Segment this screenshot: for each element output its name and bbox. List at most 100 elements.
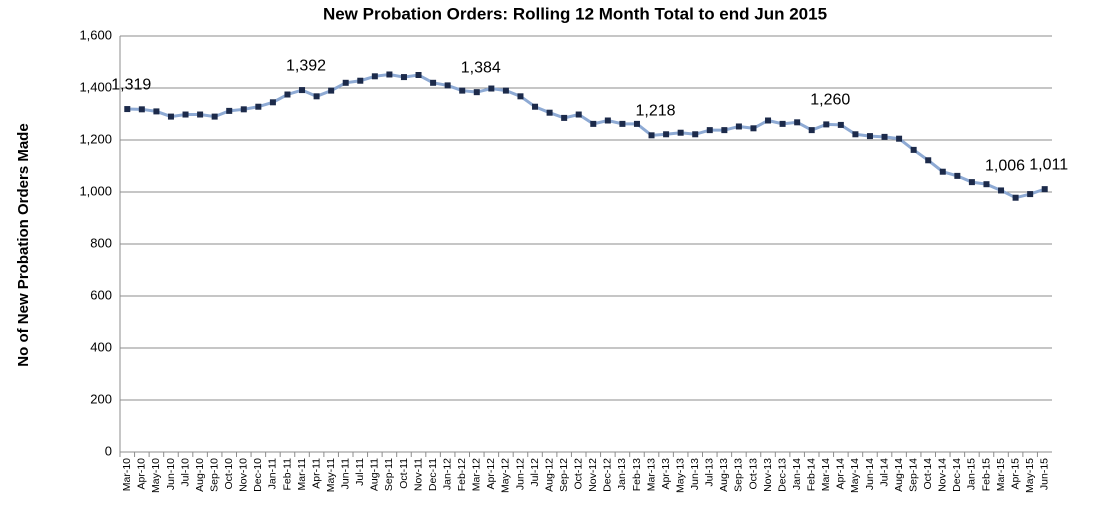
- x-tick-label: Nov-12: [587, 458, 599, 492]
- x-tick-label: Feb-13: [631, 458, 643, 491]
- x-tick-label: Oct-14: [922, 458, 934, 490]
- y-tick-label: 600: [90, 287, 112, 302]
- y-tick-label: 1,600: [79, 27, 112, 42]
- x-tick-label: Dec-13: [776, 458, 788, 492]
- x-tick-label: Jun-11: [340, 458, 352, 489]
- x-tick-label: May-15: [1024, 458, 1036, 493]
- point-marker: [1027, 191, 1034, 198]
- point-marker: [808, 127, 815, 134]
- point-marker: [473, 89, 480, 96]
- x-tick-label: Aug-14: [893, 458, 905, 492]
- x-tick-label: Apr-12: [485, 458, 497, 490]
- x-tick-label: Jul-10: [179, 458, 191, 487]
- x-tick-label: Mar-12: [471, 458, 483, 491]
- x-tick-label: Oct-10: [223, 458, 235, 490]
- data-label: 1,260: [810, 92, 850, 109]
- x-tick-label: Sep-14: [907, 458, 919, 492]
- x-tick-label: Jun-14: [864, 458, 876, 490]
- x-tick-label: Mar-14: [820, 458, 832, 491]
- x-tick-label: Nov-10: [238, 458, 250, 492]
- x-tick-label: Jun-10: [165, 458, 177, 490]
- point-marker: [269, 99, 276, 106]
- x-tick-label: May-12: [500, 458, 512, 493]
- point-marker: [837, 121, 844, 128]
- point-marker: [502, 87, 509, 94]
- point-marker: [313, 93, 320, 100]
- point-marker: [517, 93, 524, 100]
- point-marker: [226, 107, 233, 114]
- x-tick-label: Mar-10: [121, 458, 133, 491]
- x-tick-label: Jul-13: [704, 458, 716, 487]
- x-tick-label: Mar-15: [995, 458, 1007, 491]
- point-marker: [1041, 186, 1048, 193]
- x-tick-label: Feb-11: [281, 458, 293, 491]
- x-tick-label: Jul-14: [878, 458, 890, 487]
- point-marker: [954, 172, 961, 179]
- x-tick-label: Sep-10: [208, 458, 220, 492]
- point-marker: [619, 120, 626, 127]
- point-marker: [823, 121, 830, 128]
- x-tick-label: Mar-11: [296, 458, 308, 491]
- x-tick-label: May-13: [674, 458, 686, 493]
- x-tick-label: Aug-12: [543, 458, 555, 492]
- data-label: 1,319: [111, 76, 151, 93]
- x-tick-label: Mar-13: [645, 458, 657, 491]
- x-tick-label: Jul-11: [354, 458, 366, 486]
- x-tick-label: Apr-13: [660, 458, 672, 490]
- x-tick-label: Oct-13: [747, 458, 759, 490]
- point-marker: [546, 109, 553, 116]
- x-tick-label: Aug-10: [194, 458, 206, 492]
- point-marker: [925, 157, 932, 164]
- x-tick-label: Feb-15: [980, 458, 992, 491]
- point-marker: [255, 103, 262, 110]
- x-tick-label: Apr-10: [136, 458, 148, 490]
- x-tick-label: Jun-13: [689, 458, 701, 490]
- point-marker: [866, 133, 873, 140]
- x-tick-label: Sep-11: [383, 458, 395, 491]
- x-tick-label: Dec-10: [252, 458, 264, 492]
- point-marker: [240, 106, 247, 113]
- point-marker: [138, 106, 145, 113]
- point-marker: [575, 111, 582, 118]
- point-marker: [357, 77, 364, 84]
- point-marker: [532, 103, 539, 110]
- point-marker: [488, 85, 495, 92]
- x-tick-label: Jan-13: [616, 458, 628, 490]
- x-tick-label: Nov-11: [412, 458, 424, 491]
- y-tick-label: 1,400: [79, 79, 112, 94]
- data-label: 1,006: [985, 158, 1025, 175]
- point-marker: [299, 87, 306, 94]
- point-marker: [415, 72, 422, 78]
- point-marker: [794, 119, 801, 126]
- x-tick-label: Jun-15: [1039, 458, 1051, 490]
- x-tick-label: Jun-12: [514, 458, 526, 490]
- data-label: 1,011: [1029, 156, 1068, 173]
- point-marker: [750, 125, 757, 132]
- x-tick-label: Jan-15: [966, 458, 978, 490]
- y-tick-label: 1,200: [79, 131, 112, 146]
- x-tick-label: Sep-13: [733, 458, 745, 492]
- point-marker: [342, 79, 349, 86]
- point-marker: [197, 111, 204, 118]
- x-tick-label: Apr-11: [310, 458, 322, 489]
- point-marker: [153, 108, 160, 115]
- point-marker: [459, 87, 466, 94]
- point-marker: [881, 133, 888, 140]
- point-marker: [211, 113, 218, 120]
- x-tick-label: Dec-14: [951, 458, 963, 492]
- x-tick-label: Aug-11: [369, 458, 381, 491]
- x-tick-label: Dec-12: [602, 458, 614, 492]
- point-marker: [284, 91, 291, 98]
- y-axis-label: No of New Probation Orders Made: [15, 123, 32, 366]
- point-marker: [444, 82, 451, 89]
- x-tick-label: Apr-15: [1009, 458, 1021, 490]
- point-marker: [371, 73, 378, 80]
- point-marker: [852, 131, 859, 138]
- x-tick-label: Dec-11: [427, 458, 439, 491]
- x-tick-label: Sep-12: [558, 458, 570, 492]
- x-tick-label: Oct-12: [573, 458, 585, 490]
- point-marker: [663, 131, 670, 138]
- x-tick-label: Oct-11: [398, 458, 410, 489]
- point-marker: [721, 127, 728, 134]
